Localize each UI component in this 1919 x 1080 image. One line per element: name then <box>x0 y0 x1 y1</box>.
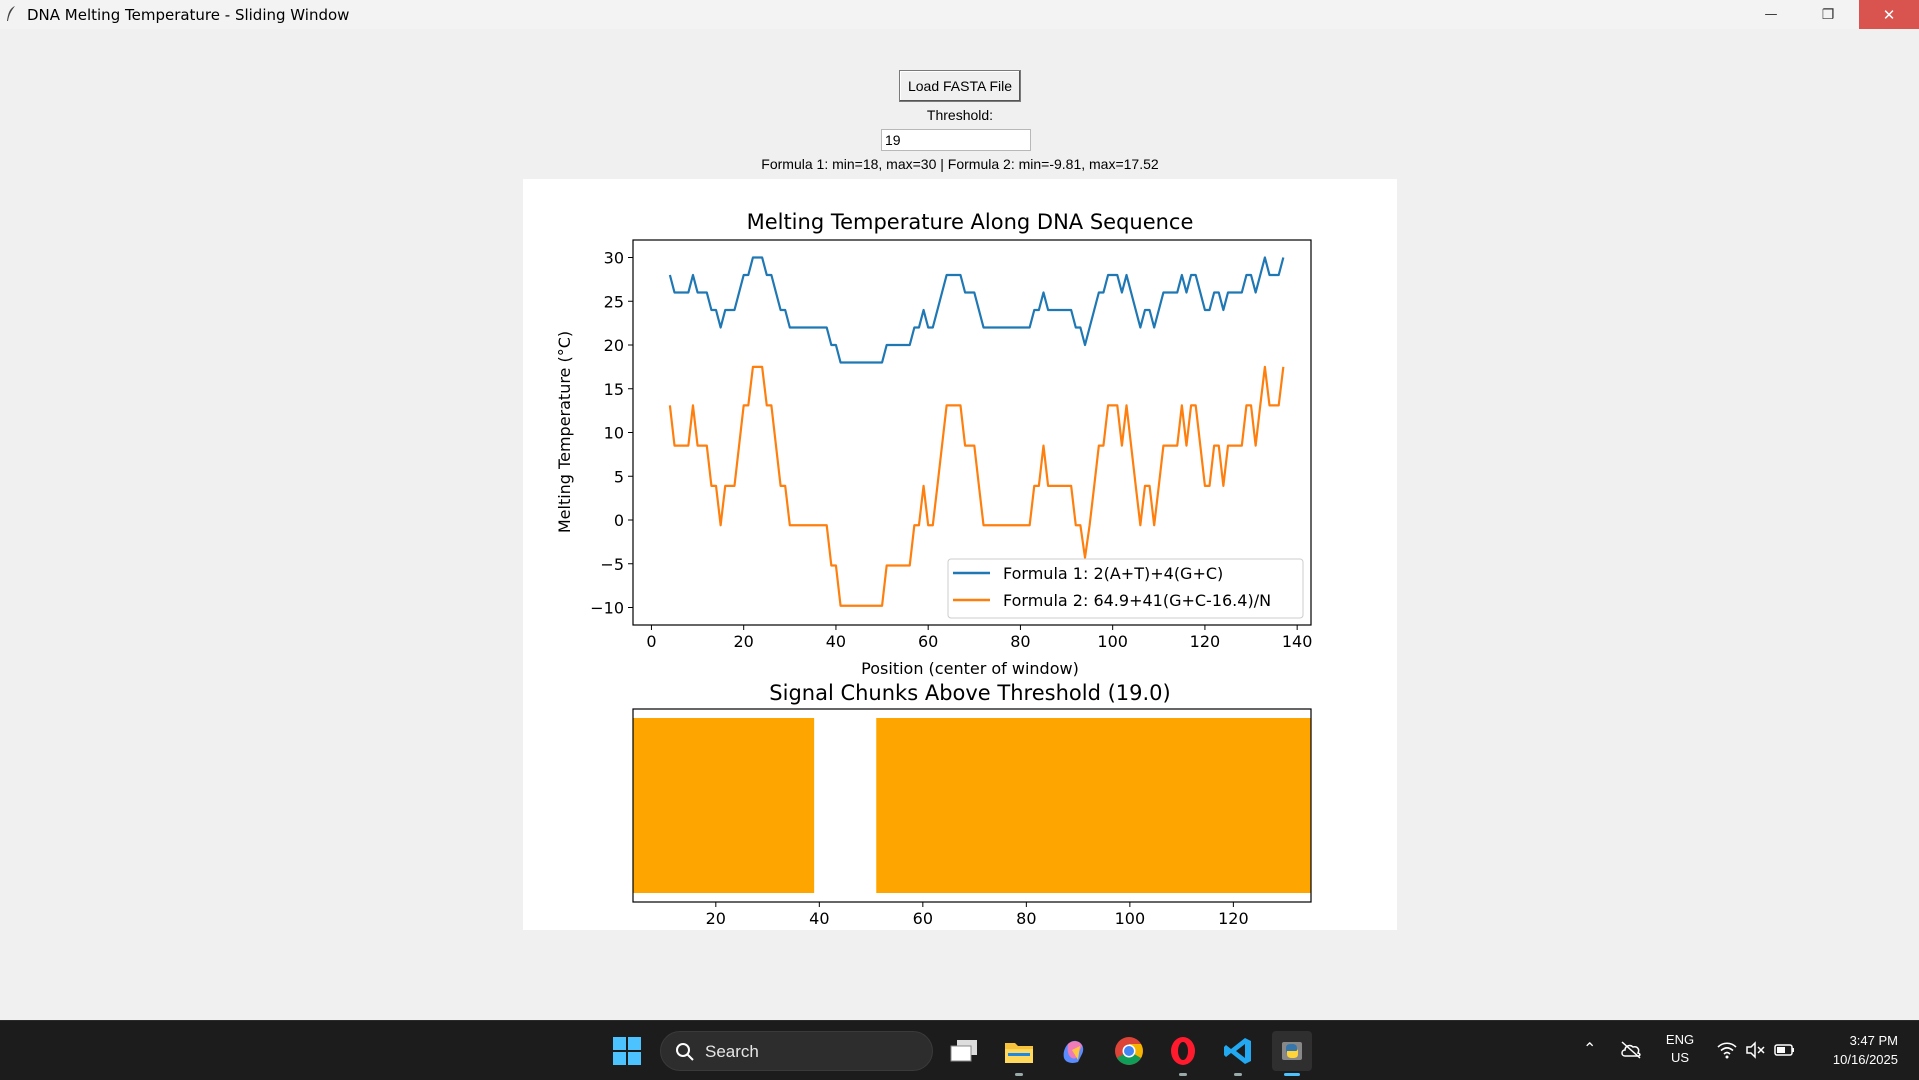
python-app-button[interactable] <box>1272 1031 1312 1076</box>
x-tick-label: 80 <box>1010 632 1030 651</box>
y-tick-label: 20 <box>604 336 624 355</box>
y-tick-label: 25 <box>604 292 624 311</box>
clock[interactable]: 3:47 PM 10/16/2025 <box>1808 1031 1898 1069</box>
file-explorer-button[interactable] <box>999 1031 1039 1076</box>
windows-start-button[interactable] <box>607 1031 647 1071</box>
minimize-icon: — <box>1764 7 1778 22</box>
search-icon <box>676 1043 694 1061</box>
chrome-button[interactable] <box>1109 1031 1149 1071</box>
y-tick-label: −10 <box>590 599 624 618</box>
series-line-formula-1 <box>668 256 1285 364</box>
x-tick-label: 120 <box>1190 632 1221 651</box>
feather-app-icon <box>7 6 15 21</box>
vscode-icon <box>1224 1038 1251 1064</box>
chunk-x-tick-label: 60 <box>913 909 933 928</box>
y-axis-ticks: 30 25 20 15 10 5 0 −5 −10 <box>590 249 633 618</box>
maximize-button[interactable]: ❐ <box>1800 0 1856 29</box>
taskbar: Search <box>0 1020 1919 1080</box>
restore-icon: ❐ <box>1821 6 1835 23</box>
copilot-button[interactable] <box>1053 1031 1093 1071</box>
y-tick-label: 5 <box>614 467 624 486</box>
opera-icon <box>1171 1037 1195 1065</box>
chunk-bar <box>633 718 815 893</box>
legend-label-formula-2: Formula 2: 64.9+41(G+C-16.4)/N <box>1003 591 1271 610</box>
language-indicator[interactable]: ENG US <box>1664 1031 1696 1067</box>
series-line-formula-2 <box>668 365 1285 607</box>
windows-start-icon <box>613 1037 641 1065</box>
window-titlebar: DNA Melting Temperature - Sliding Window… <box>0 0 1919 30</box>
language-code: ENG <box>1665 1032 1695 1047</box>
formula-range-info: Formula 1: min=18, max=30 | Formula 2: m… <box>761 156 1159 172</box>
y-tick-label: 10 <box>604 424 624 443</box>
series-lines <box>668 256 1285 607</box>
task-view-button[interactable] <box>944 1031 984 1071</box>
legend-box <box>947 558 1304 619</box>
chunk-x-tick-label: 120 <box>1218 909 1249 928</box>
chevron-up-icon[interactable]: ⌃ <box>1583 1041 1597 1058</box>
vscode-button[interactable] <box>1218 1031 1258 1076</box>
signal-chunks-chart: Signal Chunks Above Threshold (19.0) 20 4… <box>632 681 1312 928</box>
chunk-x-tick-label: 100 <box>1115 909 1146 928</box>
window-title: DNA Melting Temperature - Sliding Window <box>27 6 350 24</box>
x-tick-label: 140 <box>1282 632 1313 651</box>
chunk-bar <box>876 718 1311 893</box>
legend-label-formula-1: Formula 1: 2(A+T)+4(G+C) <box>1003 564 1223 583</box>
threshold-input[interactable]: 19 <box>881 129 1031 151</box>
copilot-icon <box>1063 1040 1084 1063</box>
search-label: Search <box>705 1042 759 1061</box>
chunk-x-tick-label: 40 <box>809 909 829 928</box>
region-code: US <box>1670 1050 1690 1065</box>
legend: Formula 1: 2(A+T)+4(G+C) Formula 2: 64.9… <box>947 558 1304 619</box>
x-tick-label: 20 <box>734 632 754 651</box>
task-view-icon <box>950 1040 977 1062</box>
taskbar-search[interactable]: Search <box>660 1031 933 1071</box>
x-axis-ticks: 0 20 40 60 80 100 120 140 <box>646 625 1312 651</box>
x-axis-label: Position (center of window) <box>861 659 1079 678</box>
file-explorer-icon <box>1005 1043 1033 1063</box>
y-tick-label: −5 <box>600 555 624 574</box>
chrome-icon <box>1115 1037 1143 1065</box>
chunk-plot-area <box>632 708 1312 903</box>
figure-canvas: Melting Temperature Along DNA Sequence 0… <box>555 210 1312 928</box>
x-tick-label: 0 <box>646 632 656 651</box>
chunk-x-tick-label: 20 <box>706 909 726 928</box>
opera-button[interactable] <box>1163 1031 1203 1076</box>
wifi-icon[interactable] <box>1717 1041 1737 1059</box>
melting-temperature-chart: Melting Temperature Along DNA Sequence 0… <box>555 210 1312 678</box>
chunk-chart-title: Signal Chunks Above Threshold (19.0) <box>769 681 1170 705</box>
y-tick-label: 15 <box>604 380 624 399</box>
clock-date: 10/16/2025 <box>1832 1052 1898 1067</box>
chunk-bars <box>633 718 1311 893</box>
y-tick-label: 0 <box>614 511 624 530</box>
chunk-x-tick-label: 80 <box>1016 909 1036 928</box>
minimize-button[interactable]: — <box>1743 0 1799 29</box>
chunk-x-axis-ticks: 20 40 60 80 100 120 <box>706 902 1249 928</box>
app-content: Load FASTA File Threshold: 19 Formula 1:… <box>0 29 1919 1020</box>
speaker-muted-icon[interactable] <box>1745 1041 1765 1059</box>
battery-icon[interactable] <box>1774 1041 1796 1059</box>
y-tick-label: 30 <box>604 249 624 268</box>
clock-time: 3:47 PM <box>1849 1033 1898 1048</box>
y-axis-label: Melting Temperature (°C) <box>555 331 574 533</box>
x-tick-label: 60 <box>918 632 938 651</box>
threshold-label: Threshold: <box>926 107 994 123</box>
matplotlib-figure: Melting Temperature Along DNA Sequence 0… <box>523 179 1397 930</box>
x-tick-label: 40 <box>826 632 846 651</box>
close-icon: ✕ <box>1882 5 1896 24</box>
close-button[interactable]: ✕ <box>1859 0 1919 29</box>
python-icon <box>1282 1042 1302 1060</box>
cloud-offline-icon[interactable] <box>1620 1041 1642 1059</box>
main-chart-title: Melting Temperature Along DNA Sequence <box>747 210 1194 234</box>
load-fasta-button[interactable]: Load FASTA File <box>899 70 1021 102</box>
x-tick-label: 100 <box>1097 632 1128 651</box>
